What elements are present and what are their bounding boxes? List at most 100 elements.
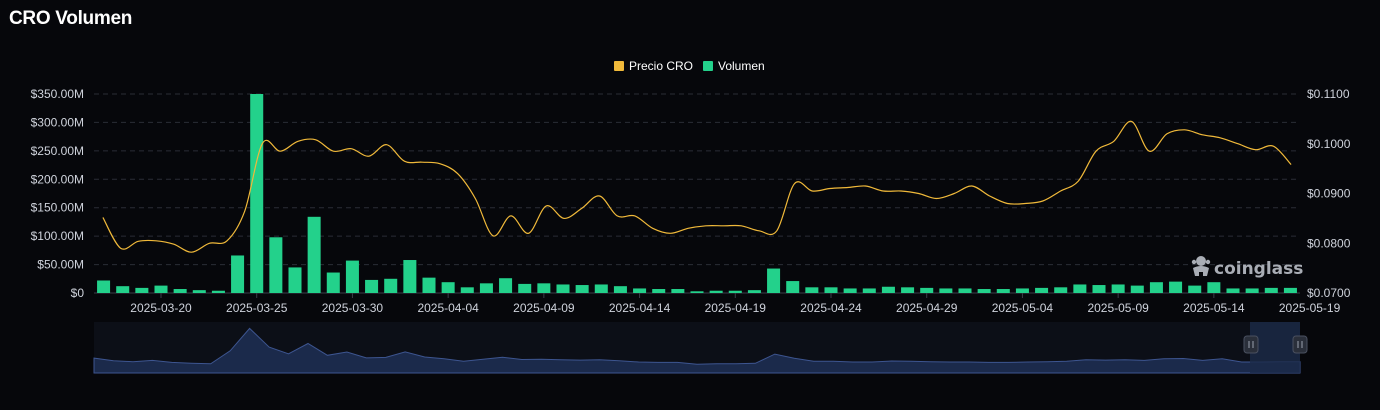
- legend-label-price: Precio CRO: [629, 59, 693, 73]
- volume-bars: [97, 94, 1297, 293]
- price-line-group: [102, 120, 1292, 253]
- volume-bar: [135, 287, 149, 293]
- volume-bar: [518, 283, 532, 293]
- volume-bar: [211, 290, 225, 293]
- volume-bar: [345, 260, 359, 293]
- y-right-tick-label: $0.0800: [1307, 236, 1351, 250]
- coinglass-watermark: coinglass: [1191, 256, 1303, 279]
- volume-bar: [1130, 285, 1144, 293]
- volume-bar: [1149, 282, 1163, 293]
- volume-bar: [1092, 285, 1106, 293]
- volume-bar: [1245, 288, 1259, 293]
- legend-swatch-price: [614, 61, 624, 71]
- volume-bar: [288, 267, 302, 293]
- x-tick-label: 2025-04-14: [609, 301, 671, 315]
- volume-bar: [1111, 284, 1125, 293]
- volume-bar: [613, 286, 627, 293]
- coinglass-logo-icon: [1191, 256, 1211, 276]
- volume-bar: [1054, 287, 1068, 293]
- x-tick-label: 2025-03-25: [226, 301, 288, 315]
- volume-bar: [728, 290, 742, 293]
- y-axis-left: $0 $50.00M $100.00M $150.00M $200.00M $250.00…: [31, 87, 85, 300]
- volume-bar: [1226, 288, 1240, 293]
- x-tick-label: 2025-04-04: [417, 301, 479, 315]
- volume-bar: [499, 278, 513, 293]
- overview-area: [93, 327, 1301, 374]
- volume-bar: [881, 286, 895, 293]
- volume-bar: [307, 216, 321, 293]
- watermark-text: coinglass: [1214, 259, 1303, 279]
- x-tick-label: 2025-04-09: [513, 301, 575, 315]
- volume-bar: [173, 289, 187, 293]
- volume-bar: [1169, 281, 1183, 293]
- price-line: [102, 120, 1292, 253]
- volume-bar: [747, 290, 761, 293]
- legend[interactable]: Precio CRO Volumen: [614, 59, 765, 73]
- volume-bar: [939, 288, 953, 293]
- x-tick-label: 2025-05-04: [992, 301, 1054, 315]
- volume-bar: [1015, 288, 1029, 293]
- x-tick-label: 2025-05-19: [1279, 301, 1341, 315]
- y-right-tick-label: $0.0900: [1307, 187, 1351, 201]
- volume-bar: [537, 283, 551, 293]
- volume-bar: [556, 284, 570, 293]
- volume-bar: [1035, 287, 1049, 293]
- volume-bar: [575, 285, 589, 293]
- x-tick-label: 2025-04-19: [705, 301, 767, 315]
- volume-bar: [920, 287, 934, 293]
- volume-bar: [365, 279, 379, 293]
- legend-label-volume: Volumen: [718, 59, 765, 73]
- volume-bar: [422, 277, 436, 293]
- y-axis-right: $0.0700 $0.0800 $0.0900 $0.1000 $0.1100: [1307, 87, 1351, 300]
- volume-bar: [1264, 287, 1278, 293]
- x-tick-label: 2025-03-30: [322, 301, 384, 315]
- volume-bar: [231, 255, 245, 293]
- volume-bar: [116, 286, 130, 293]
- y-left-tick-label: $100.00M: [31, 229, 84, 243]
- y-left-tick-label: $200.00M: [31, 172, 84, 186]
- y-left-tick-label: $350.00M: [31, 87, 84, 101]
- volume-bar: [843, 288, 857, 293]
- volume-bar: [97, 280, 111, 293]
- volume-bar: [384, 278, 398, 293]
- grid-lines: [94, 93, 1300, 294]
- volume-bar: [192, 290, 206, 293]
- y-left-tick-label: $150.00M: [31, 201, 84, 215]
- zoom-slider[interactable]: [93, 322, 1308, 374]
- volume-bar: [1207, 282, 1221, 293]
- volume-bar: [709, 290, 723, 293]
- volume-bar: [767, 268, 781, 293]
- x-tick-label: 2025-03-20: [130, 301, 192, 315]
- volume-bar: [901, 287, 915, 293]
- volume-bar: [996, 289, 1010, 293]
- y-left-tick-label: $300.00M: [31, 115, 84, 129]
- volume-bar: [977, 289, 991, 293]
- volume-bar: [250, 94, 264, 293]
- volume-bar: [479, 283, 493, 293]
- volume-bar: [403, 260, 417, 293]
- volume-bar: [824, 287, 838, 293]
- volume-bar: [690, 291, 704, 293]
- y-right-tick-label: $0.1100: [1307, 87, 1350, 101]
- volume-bar: [633, 288, 647, 293]
- volume-bar: [671, 289, 685, 293]
- volume-bar: [1073, 284, 1087, 293]
- volume-bar: [805, 287, 819, 293]
- volume-bar: [1188, 285, 1202, 293]
- volume-bar: [958, 288, 972, 293]
- y-right-tick-label: $0.0700: [1307, 286, 1351, 300]
- x-tick-label: 2025-04-29: [896, 301, 958, 315]
- legend-swatch-volume: [703, 61, 713, 71]
- x-tick-label: 2025-04-24: [800, 301, 862, 315]
- y-left-tick-label: $50.00M: [37, 258, 84, 272]
- volume-bar: [594, 284, 608, 293]
- y-left-tick-label: $0: [71, 286, 85, 300]
- volume-bar: [269, 237, 283, 293]
- volume-bar: [862, 288, 876, 293]
- slider-handle-right[interactable]: [1292, 335, 1308, 354]
- slider-handle-left[interactable]: [1243, 335, 1259, 354]
- x-tick-label: 2025-05-14: [1183, 301, 1245, 315]
- volume-bar: [1283, 287, 1297, 293]
- volume-bar: [154, 285, 168, 293]
